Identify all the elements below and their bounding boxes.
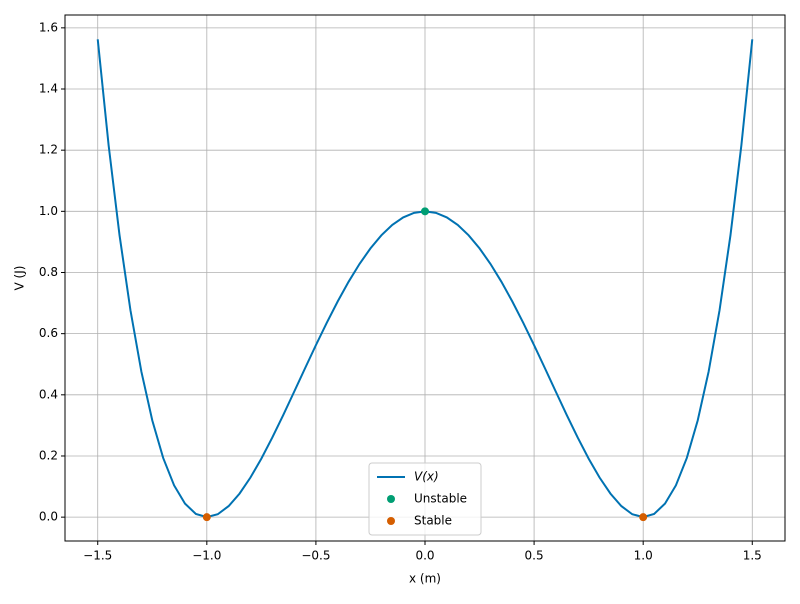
point — [639, 513, 648, 522]
legend-label: V(x) — [414, 470, 439, 484]
y-tick-label: 1.2 — [39, 143, 58, 157]
legend-swatch — [387, 495, 395, 503]
y-tick-label: 0.4 — [39, 387, 58, 401]
y-axis-label: V (J) — [13, 266, 27, 291]
y-tick-label: 0.8 — [39, 265, 58, 279]
legend-swatch — [387, 517, 395, 525]
legend-box — [368, 462, 482, 536]
legend-label: Stable — [414, 514, 452, 528]
x-tick-label: 0.0 — [415, 549, 434, 563]
y-tick-label: 0.6 — [39, 326, 58, 340]
y-tick-label: 1.6 — [39, 20, 58, 34]
x-axis-label: x (m) — [409, 572, 441, 586]
x-tick-label: −1.5 — [83, 549, 112, 563]
x-tick-label: 1.5 — [743, 549, 762, 563]
y-tick-label: 1.4 — [39, 82, 58, 96]
legend-label: Unstable — [414, 492, 467, 506]
point — [421, 207, 429, 216]
y-tick-label: 1.0 — [39, 204, 58, 218]
x-tick-label: 1.0 — [634, 549, 653, 563]
plot-frame — [64, 14, 786, 542]
x-tick-label: 0.5 — [525, 549, 544, 563]
y-tick-label: 0.2 — [39, 448, 58, 462]
point — [202, 513, 211, 522]
y-tick-label: 0.0 — [39, 510, 58, 524]
x-tick-label: −0.5 — [301, 549, 330, 563]
x-tick-label: −1.0 — [192, 549, 221, 563]
